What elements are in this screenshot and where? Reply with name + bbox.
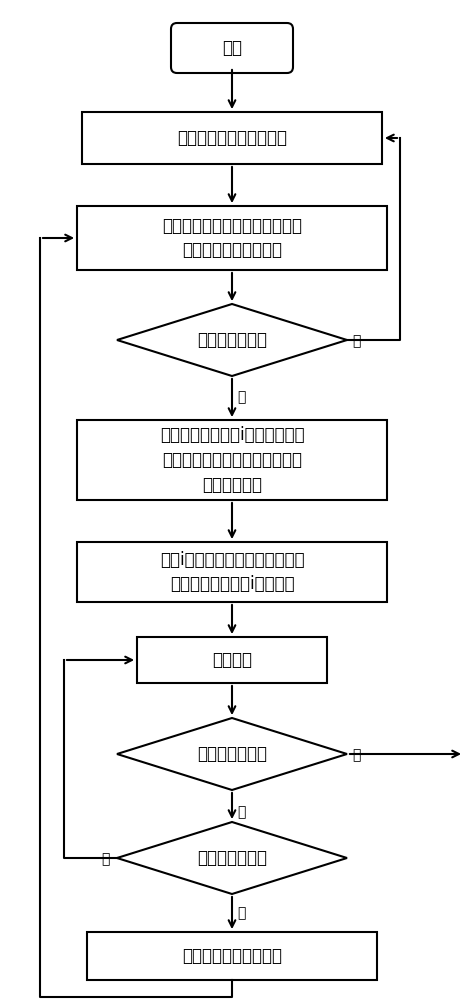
Text: 出力指令触发机制启动: 出力指令触发机制启动 [181,947,282,965]
Bar [87,932,376,980]
Text: 是: 是 [351,748,360,762]
Text: 存在越限断面？: 存在越限断面？ [197,849,266,867]
Text: 是: 是 [237,906,245,920]
Text: 指令下发: 指令下发 [212,651,251,669]
Bar [77,420,386,500]
Text: 存在越限断面？: 存在越限断面？ [197,331,266,349]
Polygon shape [117,304,346,376]
Text: 指令周期结束？: 指令周期结束？ [197,745,266,763]
FancyBboxPatch shape [171,23,292,73]
Bar [82,112,381,164]
Text: 否: 否 [101,852,110,866]
Polygon shape [117,822,346,894]
Bar [137,637,326,683]
Text: 对未标记断面的厂站进行功率预
分配，并进行潮流计算: 对未标记断面的厂站进行功率预 分配，并进行潮流计算 [162,217,301,259]
Text: 否: 否 [237,805,245,819]
Text: 否: 否 [351,334,360,348]
Text: 从最外层越限断面i开始，由外至
内按功率分配策略预分配相应断
面下厂站功率: 从最外层越限断面i开始，由外至 内按功率分配策略预分配相应断 面下厂站功率 [159,426,304,494]
Text: 开始: 开始 [221,39,242,57]
Text: 标记i及其内层所有断面，并将功
率裕量返回至断面i外层断面: 标记i及其内层所有断面，并将功 率裕量返回至断面i外层断面 [159,550,304,593]
Bar [77,542,386,602]
Bar [77,206,386,270]
Text: 是: 是 [237,390,245,404]
Text: 计算最外层断面功率偏差: 计算最外层断面功率偏差 [176,129,287,147]
Polygon shape [117,718,346,790]
